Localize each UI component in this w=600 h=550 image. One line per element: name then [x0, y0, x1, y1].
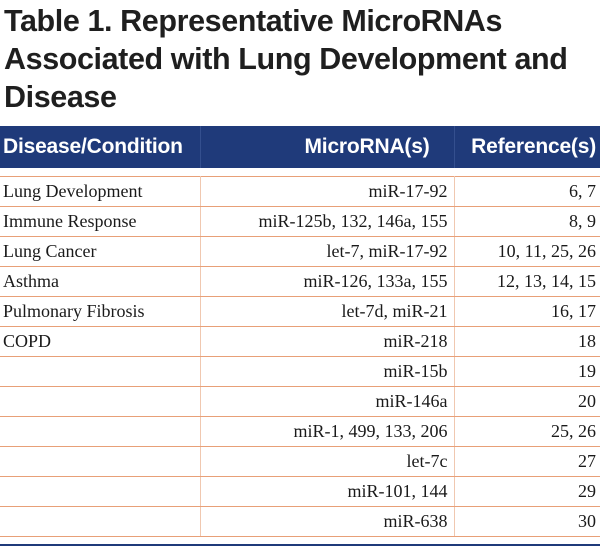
cell-microrna: let-7d, miR-21 [200, 296, 455, 327]
table-row: Lung Development miR-17-92 6, 7 [0, 176, 600, 207]
cell-reference: 18 [454, 326, 600, 357]
cell-reference: 25, 26 [454, 416, 600, 447]
table-row: Pulmonary Fibrosis let-7d, miR-21 16, 17 [0, 296, 600, 327]
table-header-row: Disease/Condition MicroRNA(s) Reference(… [0, 126, 600, 168]
cell-disease [0, 476, 201, 507]
table-bottom-rule [0, 544, 600, 546]
table-row: let-7c 27 [0, 446, 600, 477]
table-row: miR-1, 499, 133, 206 25, 26 [0, 416, 600, 447]
microrna-table: Disease/Condition MicroRNA(s) Reference(… [0, 126, 600, 537]
cell-reference: 10, 11, 25, 26 [454, 236, 600, 267]
column-header-references: Reference(s) [454, 126, 600, 168]
cell-reference: 8, 9 [454, 206, 600, 237]
table-row: Asthma miR-126, 133a, 155 12, 13, 14, 15 [0, 266, 600, 297]
cell-disease: Immune Response [0, 206, 201, 237]
cell-disease: Asthma [0, 266, 201, 297]
cell-microrna: miR-17-92 [200, 176, 455, 207]
cell-microrna: miR-101, 144 [200, 476, 455, 507]
cell-microrna: miR-126, 133a, 155 [200, 266, 455, 297]
cell-reference: 27 [454, 446, 600, 477]
table-row: miR-101, 144 29 [0, 476, 600, 507]
cell-microrna: miR-638 [200, 506, 455, 537]
cell-disease [0, 416, 201, 447]
cell-microrna: miR-125b, 132, 146a, 155 [200, 206, 455, 237]
cell-disease [0, 356, 201, 387]
cell-reference: 29 [454, 476, 600, 507]
cell-reference: 16, 17 [454, 296, 600, 327]
table-title: Table 1. Representative MicroRNAs Associ… [4, 4, 568, 114]
cell-reference: 12, 13, 14, 15 [454, 266, 600, 297]
cell-disease: Pulmonary Fibrosis [0, 296, 201, 327]
table-row: COPD miR-218 18 [0, 326, 600, 357]
table-row: Immune Response miR-125b, 132, 146a, 155… [0, 206, 600, 237]
cell-microrna: let-7c [200, 446, 455, 477]
column-header-disease: Disease/Condition [0, 126, 201, 168]
cell-microrna: miR-218 [200, 326, 455, 357]
table-row: miR-15b 19 [0, 356, 600, 387]
cell-reference: 6, 7 [454, 176, 600, 207]
table-row: Lung Cancer let-7, miR-17-92 10, 11, 25,… [0, 236, 600, 267]
cell-disease [0, 506, 201, 537]
cell-microrna: miR-1, 499, 133, 206 [200, 416, 455, 447]
table-row: miR-638 30 [0, 506, 600, 537]
cell-microrna: miR-15b [200, 356, 455, 387]
cell-disease: Lung Development [0, 176, 201, 207]
cell-reference: 30 [454, 506, 600, 537]
cell-disease: COPD [0, 326, 201, 357]
header-spacer [0, 168, 600, 177]
cell-microrna: miR-146a [200, 386, 455, 417]
cell-reference: 20 [454, 386, 600, 417]
cell-disease [0, 386, 201, 417]
cell-disease: Lung Cancer [0, 236, 201, 267]
table-row: miR-146a 20 [0, 386, 600, 417]
column-header-micrornas: MicroRNA(s) [200, 126, 455, 168]
cell-reference: 19 [454, 356, 600, 387]
cell-disease [0, 446, 201, 477]
cell-microrna: let-7, miR-17-92 [200, 236, 455, 267]
